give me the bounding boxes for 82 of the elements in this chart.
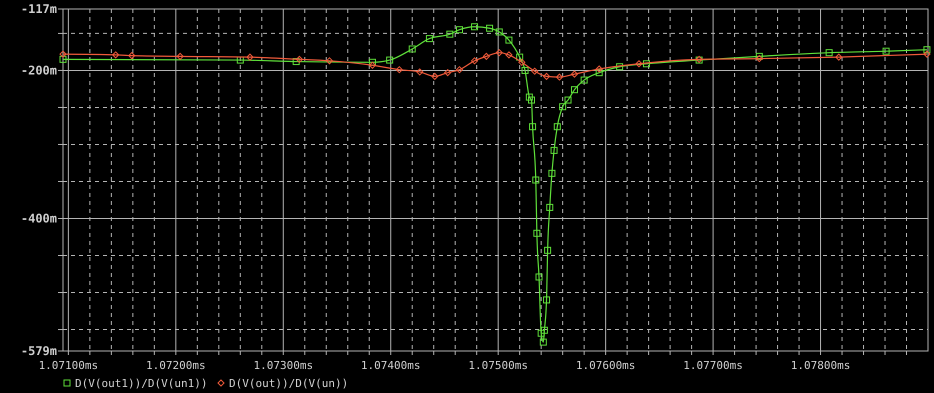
- point: [426, 35, 433, 42]
- point: [531, 68, 538, 75]
- point: [550, 146, 558, 154]
- point: [368, 58, 376, 66]
- point: [529, 123, 536, 130]
- point: [416, 68, 424, 76]
- y-tick-label: -579m: [20, 344, 57, 358]
- point: [112, 51, 120, 58]
- point: [396, 66, 403, 74]
- point: [580, 76, 588, 84]
- x-tick-label: 1.07300ms: [253, 359, 314, 372]
- x-tick-label: 1.07100ms: [38, 359, 98, 372]
- point: [471, 57, 478, 64]
- point: [505, 36, 512, 44]
- y-tick-label: -400m: [20, 212, 57, 226]
- y-tick-label: -117m: [20, 2, 57, 16]
- point: [176, 52, 184, 60]
- x-tick-label: 1.07400ms: [360, 359, 421, 372]
- point: [496, 49, 503, 56]
- point: [482, 52, 490, 60]
- legend-label: D(V(out1))/D(V(un1)): [75, 376, 208, 390]
- point: [522, 66, 529, 74]
- point: [540, 338, 547, 346]
- x-tick-label: 1.07500ms: [468, 359, 528, 372]
- point: [456, 26, 464, 34]
- point: [526, 94, 533, 101]
- point: [756, 52, 763, 60]
- point: [570, 70, 578, 78]
- point: [596, 69, 603, 76]
- point: [540, 326, 548, 334]
- point: [518, 58, 526, 66]
- point: [431, 72, 438, 80]
- point: [923, 46, 930, 54]
- x-tick-label: 1.07800ms: [790, 359, 850, 372]
- point: [554, 123, 561, 130]
- point: [596, 65, 603, 72]
- point: [236, 56, 244, 64]
- point: [544, 246, 552, 254]
- point: [538, 330, 545, 337]
- point: [635, 60, 642, 68]
- point: [548, 170, 556, 177]
- point: [826, 49, 833, 56]
- point: [536, 273, 543, 280]
- point: [60, 56, 66, 63]
- point: [835, 54, 842, 61]
- point: [559, 103, 566, 110]
- point: [528, 96, 535, 104]
- point: [642, 60, 650, 68]
- point: [386, 56, 394, 64]
- point: [556, 74, 563, 81]
- point: [446, 30, 454, 38]
- point: [292, 58, 300, 66]
- point: [368, 62, 376, 69]
- point: [60, 50, 66, 58]
- point: [543, 296, 550, 304]
- point: [246, 54, 254, 61]
- point: [546, 204, 554, 211]
- point: [570, 86, 578, 94]
- point: [486, 24, 494, 32]
- point: [408, 45, 416, 52]
- legend-label: D(V(out))/D(V(un)): [229, 376, 348, 390]
- y-tick-label: -200m: [20, 64, 57, 78]
- point: [882, 48, 890, 55]
- point: [496, 28, 503, 36]
- x-tick-label: 1.07600ms: [576, 359, 636, 372]
- point: [471, 23, 478, 30]
- point: [128, 52, 136, 60]
- point: [505, 51, 512, 58]
- point: [616, 63, 624, 70]
- point: [923, 50, 930, 58]
- point: [543, 72, 550, 80]
- point: [564, 96, 572, 104]
- point: [532, 176, 540, 184]
- point: [326, 57, 333, 64]
- point: [444, 69, 452, 76]
- x-tick-label: 1.07200ms: [146, 359, 206, 372]
- point: [516, 54, 524, 61]
- point: [756, 55, 763, 62]
- x-tick-label: 1.07700ms: [683, 359, 743, 372]
- point: [296, 56, 303, 63]
- point: [456, 66, 464, 74]
- point: [533, 230, 540, 237]
